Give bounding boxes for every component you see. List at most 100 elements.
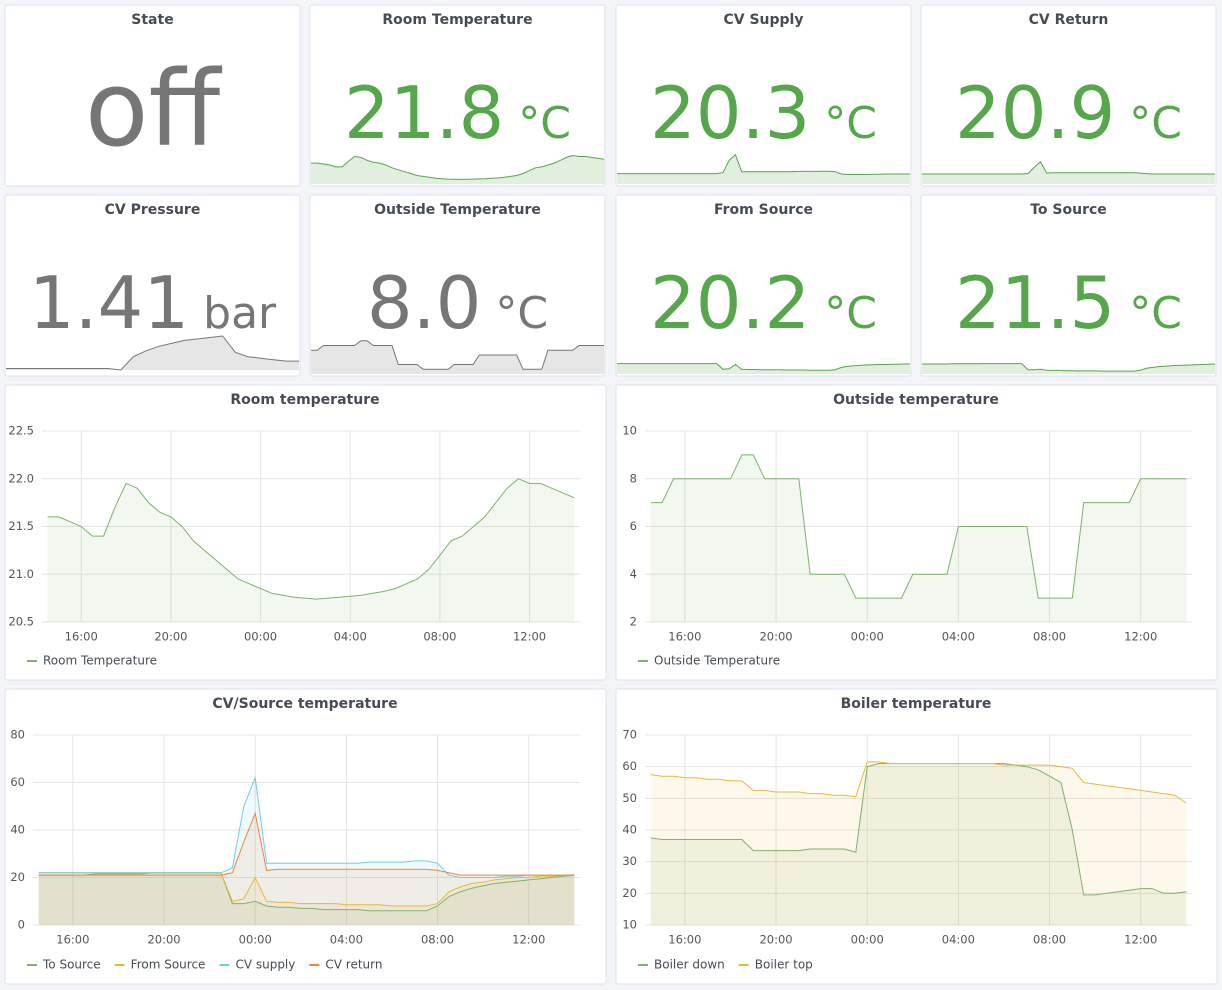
- x-tick-label: 20:00: [147, 933, 180, 947]
- series-line: [38, 872, 575, 912]
- x-tick-label: 20:00: [154, 630, 187, 644]
- x-tick-label: 08:00: [421, 933, 454, 947]
- stat-unit: bar: [203, 288, 277, 339]
- panel-title: CV Return: [1029, 12, 1109, 28]
- y-tick-label: 8: [630, 471, 637, 485]
- series-line: [38, 775, 575, 878]
- stat-unit: °C: [824, 288, 877, 339]
- y-tick-label: 2: [630, 615, 637, 629]
- y-tick-label: 6: [630, 519, 637, 533]
- y-tick-label: 10: [622, 424, 637, 438]
- x-tick-label: 12:00: [1124, 630, 1157, 644]
- panel-title: CV Pressure: [105, 202, 201, 218]
- x-tick-label: 04:00: [334, 630, 367, 644]
- x-tick-label: 08:00: [1033, 630, 1066, 644]
- y-tick-label: 40: [622, 823, 637, 837]
- x-tick-label: 08:00: [1033, 933, 1066, 947]
- x-tick-label: 16:00: [668, 630, 701, 644]
- x-tick-label: 12:00: [512, 933, 545, 947]
- sparkline-area: [311, 340, 604, 374]
- stat-value: 20.2 °C: [650, 261, 877, 345]
- y-tick-label: 30: [622, 854, 637, 868]
- stat-value: 8.0 °C: [367, 261, 548, 345]
- x-tick-label: 04:00: [330, 933, 363, 947]
- series-area: [650, 761, 1187, 925]
- y-tick-label: 21.0: [8, 567, 34, 581]
- sparkline-area: [6, 336, 299, 370]
- y-tick-label: 22.0: [8, 471, 34, 485]
- sparkline-area: [311, 155, 604, 184]
- sparkline-area: [617, 363, 910, 374]
- stat-number: 20.2: [650, 261, 810, 345]
- panel: [309, 194, 606, 377]
- stat-unit: °C: [1129, 98, 1182, 149]
- series-line: [47, 478, 575, 600]
- stat-unit: °C: [495, 288, 548, 339]
- stat-number: 1.41: [29, 261, 189, 345]
- panel: [615, 688, 1218, 985]
- stat-number: 20.3: [650, 71, 810, 155]
- x-tick-label: 20:00: [759, 933, 792, 947]
- stat-unit: °C: [824, 98, 877, 149]
- panel-title: To Source: [1030, 202, 1107, 218]
- chart-title: Room temperature: [230, 392, 379, 408]
- sparkline: [922, 160, 1215, 175]
- series-line: [38, 811, 575, 876]
- panel-title: Outside Temperature: [374, 202, 541, 218]
- x-tick-label: 04:00: [942, 630, 975, 644]
- y-tick-label: 20: [10, 870, 25, 884]
- legend-label: Boiler top: [755, 958, 813, 972]
- stat-number: 21.8: [344, 71, 504, 155]
- x-tick-label: 04:00: [942, 933, 975, 947]
- stat-number: 21.5: [955, 261, 1115, 345]
- y-tick-label: 0: [18, 918, 25, 932]
- series-area: [650, 763, 1187, 925]
- x-tick-label: 16:00: [56, 933, 89, 947]
- sparkline: [617, 153, 910, 175]
- y-tick-label: 10: [622, 918, 637, 932]
- x-tick-label: 12:00: [513, 630, 546, 644]
- stat-unit: °C: [518, 98, 571, 149]
- y-tick-label: 20.5: [8, 615, 34, 629]
- sparkline: [311, 154, 605, 180]
- series-area: [38, 872, 575, 925]
- y-tick-label: 60: [622, 759, 637, 773]
- chart-title: Boiler temperature: [841, 696, 992, 712]
- sparkline: [311, 340, 604, 370]
- series-area: [47, 478, 575, 622]
- y-tick-label: 80: [10, 728, 25, 742]
- x-tick-label: 00:00: [244, 630, 277, 644]
- panel: [4, 194, 301, 377]
- y-tick-label: 21.5: [8, 519, 34, 533]
- x-tick-label: 16:00: [668, 933, 701, 947]
- y-tick-label: 20: [622, 886, 637, 900]
- sparkline: [922, 363, 1216, 372]
- series-line: [650, 761, 1187, 804]
- panel: [920, 194, 1217, 377]
- x-tick-label: 00:00: [851, 933, 884, 947]
- y-tick-label: 40: [10, 823, 25, 837]
- y-tick-label: 70: [622, 728, 637, 742]
- sparkline-area: [617, 154, 910, 184]
- panel: [309, 4, 606, 187]
- series-area: [38, 872, 575, 925]
- x-tick-label: 20:00: [759, 630, 792, 644]
- series-line: [650, 454, 1187, 599]
- stat-value: 20.3 °C: [650, 71, 877, 155]
- x-tick-label: 12:00: [1124, 933, 1157, 947]
- legend-label: CV return: [325, 958, 382, 972]
- panel-title: Room Temperature: [382, 12, 532, 28]
- panel: [920, 4, 1217, 187]
- panel: [4, 688, 607, 985]
- stat-value: 21.5 °C: [955, 261, 1182, 345]
- y-tick-label: 4: [630, 567, 637, 581]
- panel: [615, 4, 912, 187]
- x-tick-label: 08:00: [423, 630, 456, 644]
- sparkline: [6, 335, 299, 371]
- stat-text: off: [85, 48, 223, 170]
- panel-title: From Source: [714, 202, 813, 218]
- panel: [615, 194, 912, 377]
- panel: [4, 384, 607, 681]
- series-area: [650, 454, 1187, 622]
